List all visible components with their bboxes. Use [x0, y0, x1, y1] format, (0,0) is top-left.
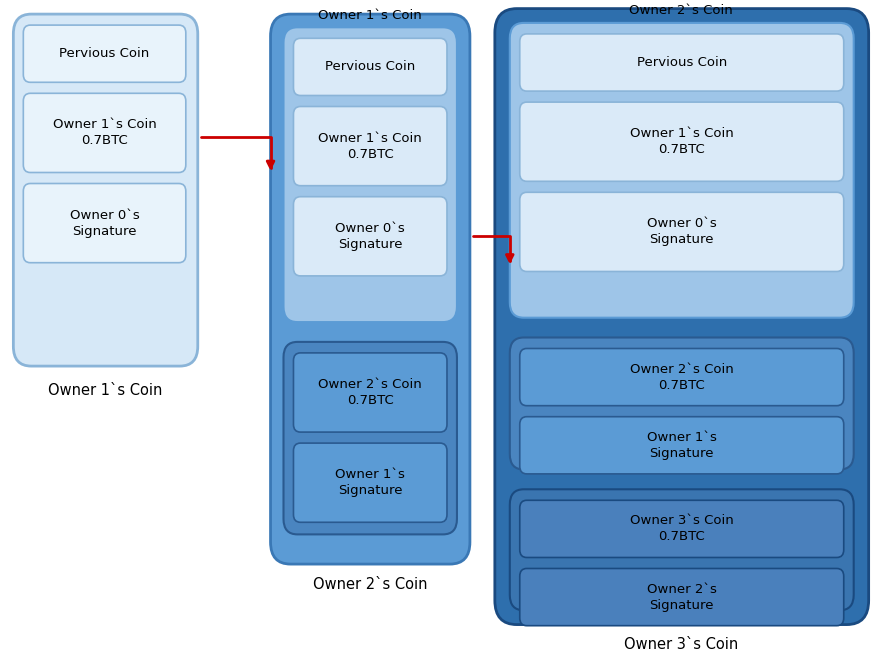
- Text: Owner 1`s
Signature: Owner 1`s Signature: [335, 468, 405, 497]
- FancyBboxPatch shape: [510, 489, 854, 610]
- FancyBboxPatch shape: [495, 9, 869, 625]
- FancyBboxPatch shape: [520, 34, 843, 91]
- Text: Owner 2`s
Signature: Owner 2`s Signature: [647, 583, 717, 611]
- FancyBboxPatch shape: [271, 14, 470, 564]
- Text: Owner 1`s
Signature: Owner 1`s Signature: [647, 431, 717, 460]
- Text: Owner 1`s Coin: Owner 1`s Coin: [48, 383, 163, 398]
- Text: Owner 3`s Coin
0.7BTC: Owner 3`s Coin 0.7BTC: [630, 515, 734, 543]
- FancyBboxPatch shape: [520, 102, 843, 181]
- FancyBboxPatch shape: [293, 443, 447, 523]
- Text: Owner 0`s
Signature: Owner 0`s Signature: [335, 222, 405, 250]
- Text: Owner 2`s Coin
0.7BTC: Owner 2`s Coin 0.7BTC: [318, 378, 422, 407]
- FancyBboxPatch shape: [23, 94, 186, 173]
- FancyBboxPatch shape: [520, 192, 843, 271]
- FancyBboxPatch shape: [510, 337, 854, 470]
- Text: Pervious Coin: Pervious Coin: [59, 47, 149, 60]
- Text: Owner 2`s Coin: Owner 2`s Coin: [313, 577, 428, 593]
- FancyBboxPatch shape: [293, 107, 447, 186]
- Text: Owner 2`s Coin
0.7BTC: Owner 2`s Coin 0.7BTC: [630, 362, 734, 392]
- Text: Owner 1`s Coin
0.7BTC: Owner 1`s Coin 0.7BTC: [53, 118, 156, 147]
- Text: Owner 0`s
Signature: Owner 0`s Signature: [647, 217, 717, 247]
- FancyBboxPatch shape: [23, 184, 186, 263]
- FancyBboxPatch shape: [520, 500, 843, 557]
- FancyBboxPatch shape: [284, 342, 457, 534]
- FancyBboxPatch shape: [293, 353, 447, 432]
- FancyBboxPatch shape: [520, 349, 843, 405]
- FancyBboxPatch shape: [13, 14, 198, 366]
- FancyBboxPatch shape: [510, 23, 854, 318]
- FancyBboxPatch shape: [520, 568, 843, 626]
- Text: Owner 0`s
Signature: Owner 0`s Signature: [70, 209, 140, 237]
- Text: Owner 1`s Coin: Owner 1`s Coin: [318, 9, 422, 22]
- FancyBboxPatch shape: [293, 39, 447, 95]
- Text: Pervious Coin: Pervious Coin: [636, 56, 727, 69]
- Text: Owner 2`s Coin: Owner 2`s Coin: [629, 5, 733, 18]
- FancyBboxPatch shape: [23, 25, 186, 82]
- FancyBboxPatch shape: [520, 417, 843, 474]
- Text: Owner 3`s Coin: Owner 3`s Coin: [624, 637, 738, 651]
- Text: Owner 1`s Coin
0.7BTC: Owner 1`s Coin 0.7BTC: [630, 127, 734, 156]
- FancyBboxPatch shape: [284, 27, 457, 322]
- FancyBboxPatch shape: [293, 197, 447, 276]
- Text: Pervious Coin: Pervious Coin: [325, 60, 415, 73]
- Text: Owner 1`s Coin
0.7BTC: Owner 1`s Coin 0.7BTC: [318, 131, 422, 161]
